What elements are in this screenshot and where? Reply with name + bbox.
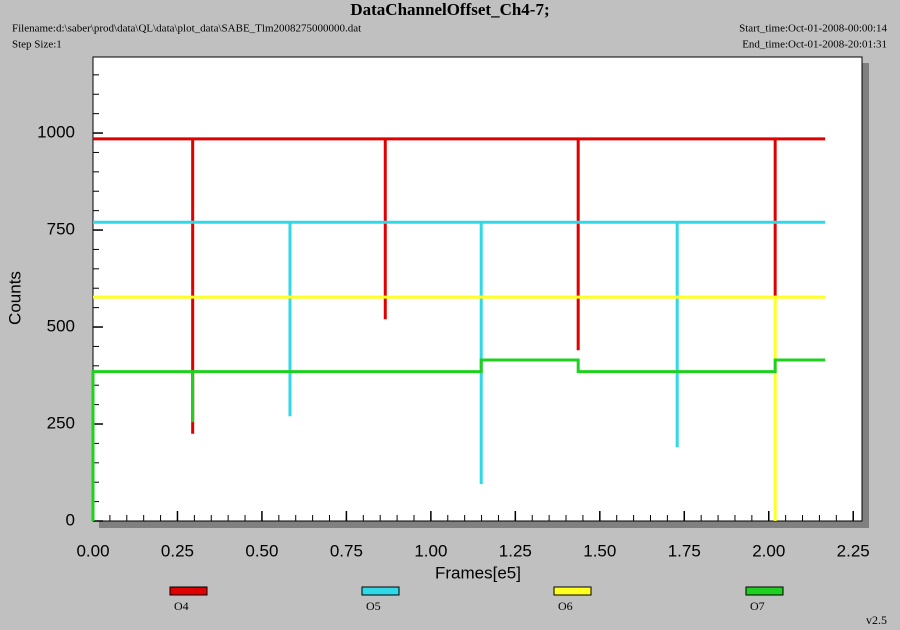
start-time: Start_time:Oct-01-2008-00:00:14: [739, 23, 887, 35]
x-tick-label: 0.50: [245, 541, 278, 560]
filename: Filename:d:\saber\prod\data\QL\data\plot…: [12, 23, 361, 35]
x-tick-label: 1.25: [499, 541, 532, 560]
legend-swatch: [745, 586, 784, 596]
series-line: [93, 295, 826, 521]
legend-swatch: [169, 586, 208, 596]
legend-label: O4: [174, 599, 189, 613]
plot-area: [92, 56, 863, 522]
x-tick-label: 0.00: [76, 541, 109, 560]
x-axis-label: Frames[e5]: [435, 563, 521, 582]
x-tick-label: 1.75: [668, 541, 701, 560]
legend-swatch: [361, 586, 400, 596]
chart-title: DataChannelOffset_Ch4-7;: [350, 0, 549, 19]
y-axis-label: Counts: [5, 271, 24, 325]
legend-label: O5: [366, 599, 381, 613]
legend-label: O7: [750, 599, 765, 613]
legend-swatch: [553, 586, 592, 596]
y-tick-label: 750: [47, 220, 75, 239]
x-tick-label: 0.25: [161, 541, 194, 560]
y-tick-label: 500: [47, 317, 75, 336]
x-tick-label: 0.75: [330, 541, 363, 560]
x-tick-label: 2.25: [837, 541, 870, 560]
y-tick-label: 0: [66, 510, 75, 529]
x-tick-label: 2.00: [752, 541, 785, 560]
series-line: [91, 358, 826, 521]
x-tick-label: 1.00: [414, 541, 447, 560]
step-size: Step Size:1: [12, 39, 62, 51]
x-tick-label: 1.50: [583, 541, 616, 560]
legend-label: O6: [558, 599, 573, 613]
end-time: End_time:Oct-01-2008-20:01:31: [742, 39, 887, 51]
version: v2.5: [866, 613, 887, 627]
y-tick-label: 250: [47, 413, 75, 432]
y-tick-label: 1000: [37, 123, 75, 142]
